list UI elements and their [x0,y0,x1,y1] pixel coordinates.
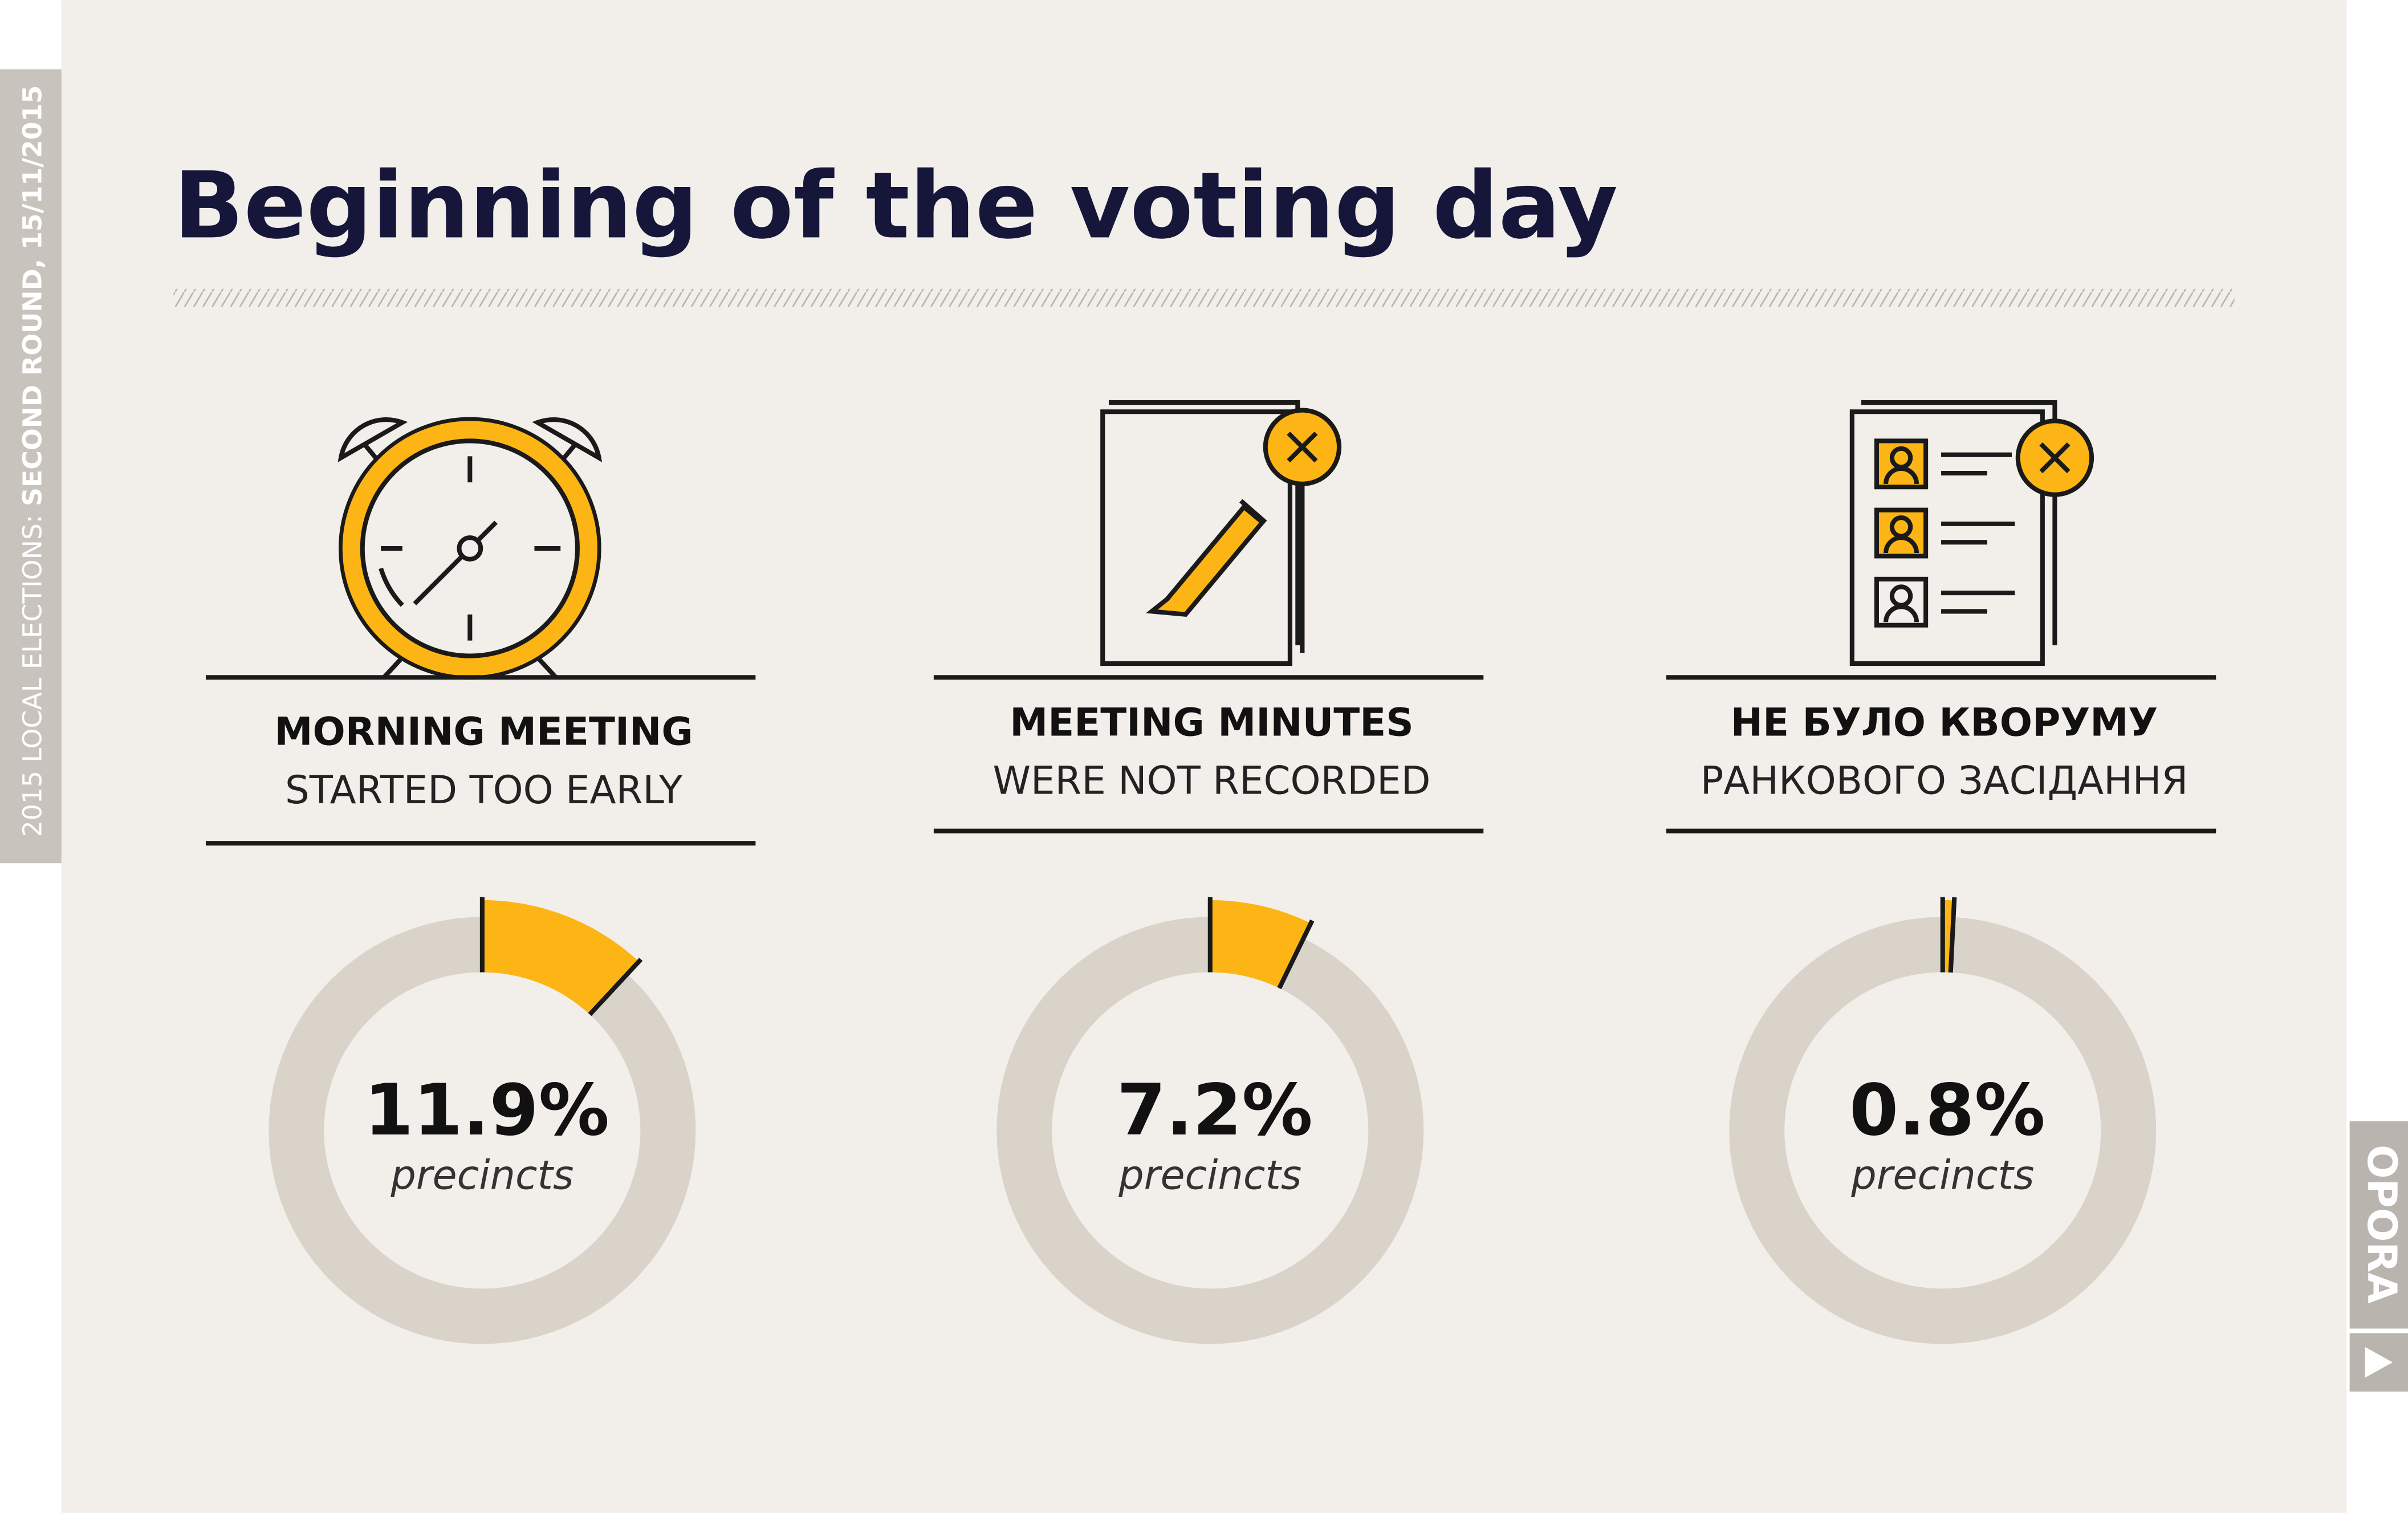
side-label-light: 2015 LOCAL ELECTIONS: [17,506,47,837]
card-subtitle: WERE NOT RECORDED [993,758,1430,803]
card-title: MEETING MINUTES [1010,699,1414,745]
card-subtitle: РАНКОВОГО ЗАСІДАННЯ [1701,758,2189,803]
donut-segment [482,900,639,1015]
side-label-bold: SECOND ROUND, 15/11/2015 [17,86,47,506]
clock-icon [337,417,603,680]
donut-segment [1210,900,1311,989]
brand-strip [2349,1121,2408,1329]
brand-arrow [2365,1347,2393,1378]
title: Beginning of the voting day [173,152,1618,259]
unit-label: precincts [390,1152,573,1199]
ballot-icon [1849,400,2094,666]
side-strip [0,69,62,864]
brand: OPORA [2358,1145,2405,1304]
value-label: 0.8% [1849,1069,2045,1152]
side-label: 2015 LOCAL ELECTIONS: SECOND ROUND, 15/1… [17,86,47,837]
value-label: 7.2% [1117,1069,1313,1152]
unit-label: precincts [1850,1152,2034,1199]
segment-edge [1277,919,1315,990]
card-subtitle: STARTED TOO EARLY [285,767,683,812]
segment-edge [588,957,643,1016]
card-title: MORNING MEETING [275,709,693,754]
unit-label: precincts [1118,1152,1301,1199]
segment-edge [1948,897,1957,973]
document-icon [1103,396,1342,666]
value-label: 11.9% [364,1069,609,1152]
panel [61,0,2347,1513]
title-rule [173,288,2235,308]
card-title: НЕ БУЛО КВОРУМУ [1731,699,2158,745]
